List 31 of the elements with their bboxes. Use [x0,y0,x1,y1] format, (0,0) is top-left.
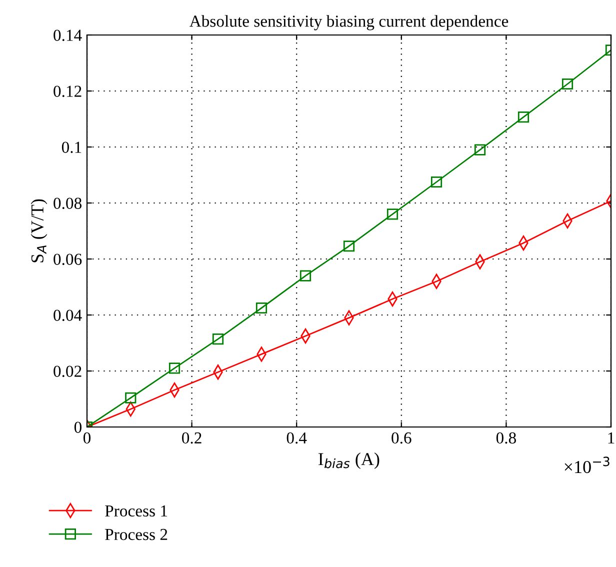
y-axis-title: S$_{A}$ (V/T) [30,199,48,262]
point [343,240,355,252]
legend-label: Process 1 [105,505,168,517]
x-tick-label: 0 [83,432,91,444]
y-tick-label: 0 [74,422,82,433]
x-tick-label: 0.4 [286,432,307,444]
legend-label: Process 2 [105,528,168,540]
point [562,78,574,90]
point [168,362,180,374]
point [518,111,530,123]
point [474,144,486,156]
y-tick-label: 0.1 [62,142,82,154]
point [430,176,442,188]
chart-title: Absolute sensitivity biasing current dependence [189,15,508,30]
text: ×10$^{−3}$ [564,456,610,474]
x-tick-label: 0.6 [392,432,412,444]
point [212,334,224,345]
y-tick-label: 0.08 [54,198,82,210]
x-tick-label: 0.8 [496,432,516,444]
point [125,392,136,404]
point [256,302,268,314]
y-tick-label: 0.06 [54,254,82,266]
y-tick-label: 0.04 [54,310,82,322]
y-tick-label: 0.02 [54,366,82,378]
y-tick-label: 0.12 [54,86,82,98]
x-tick-label: 1 [608,432,614,444]
y-tick-label: 0.14 [54,30,82,42]
point [386,208,398,220]
x-axis-title: I$_{bias}$ (A) [318,452,380,469]
point [300,270,312,282]
x-tick-label: 0.2 [182,432,202,444]
